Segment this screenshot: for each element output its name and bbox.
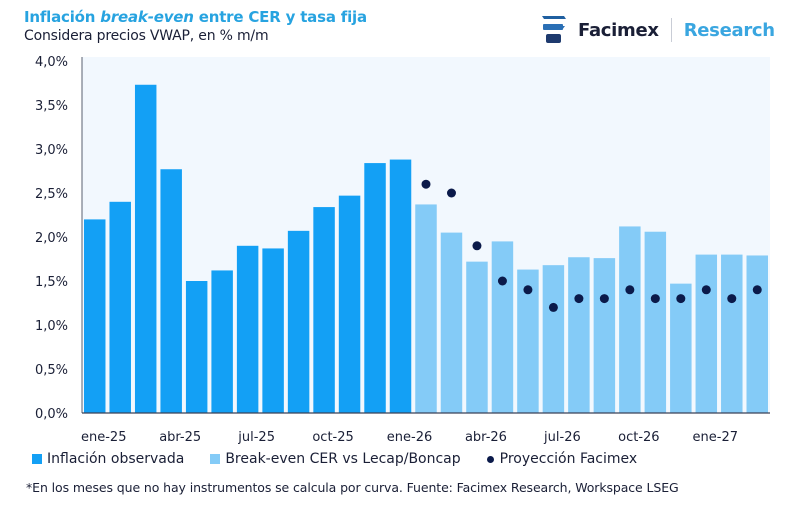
x-tick-label: ene-27 (693, 430, 738, 445)
y-tick-label: 3,0% (35, 143, 68, 158)
bar-observed (338, 195, 361, 413)
projection-dot (599, 294, 609, 304)
logo-brand: Facimex (578, 19, 659, 41)
legend-label-breakeven: Break-even CER vs Lecap/Boncap (225, 451, 461, 467)
projection-dot (752, 285, 762, 295)
bar-observed (160, 169, 182, 413)
bar-breakeven (670, 283, 692, 413)
y-tick-label: 0,0% (35, 407, 68, 422)
legend-item-observed: Inflación observada (32, 451, 184, 467)
bar-breakeven (517, 269, 539, 413)
x-tick-label: oct-26 (618, 430, 659, 445)
title-italic: break-even (100, 8, 194, 26)
projection-dot (701, 285, 711, 295)
projection-dot (625, 285, 635, 295)
legend-label-observed: Inflación observada (47, 451, 185, 467)
bar-observed (262, 248, 284, 413)
projection-dot (574, 294, 584, 304)
legend-marker-projection (486, 455, 494, 463)
title-prefix: Inflación (24, 8, 101, 26)
bar-observed (84, 219, 106, 413)
projection-dot (523, 285, 533, 295)
bar-observed (134, 84, 157, 413)
bar-breakeven (746, 255, 768, 413)
bar-observed (109, 201, 131, 413)
bar-observed (389, 159, 412, 413)
projection-dot (548, 302, 558, 312)
bar-breakeven (542, 265, 565, 413)
x-tick-label: abr-26 (465, 430, 507, 445)
legend-swatch-breakeven (210, 454, 221, 464)
projection-dot (650, 294, 660, 304)
y-tick-label: 2,5% (35, 187, 68, 202)
logo-divider (670, 18, 672, 42)
bar-observed (287, 230, 310, 413)
y-tick-label: 0,5% (35, 363, 68, 378)
legend: Inflación observada Break-even CER vs Le… (32, 451, 663, 467)
bar-breakeven (440, 232, 463, 413)
bars (84, 84, 768, 413)
bar-breakeven (415, 204, 437, 413)
bar-breakeven (491, 241, 514, 413)
projection-dots (421, 179, 762, 312)
bar-breakeven (721, 254, 743, 413)
y-tick-label: 4,0% (35, 55, 68, 70)
legend-label-projection: Proyección Facimex (499, 451, 638, 467)
bar-breakeven (568, 257, 590, 413)
bar-breakeven (644, 231, 667, 413)
projection-dot (421, 179, 431, 189)
y-tick-label: 1,0% (35, 319, 68, 334)
y-tick-label: 1,5% (35, 275, 68, 290)
bar-breakeven (695, 254, 718, 413)
x-tick-label: jul-26 (543, 430, 581, 445)
legend-item-projection: Proyección Facimex (486, 451, 638, 467)
chart-subtitle: Considera precios VWAP, en % m/m (24, 28, 269, 44)
facimex-logo-icon (542, 16, 566, 43)
x-axis-ticks: ene-25 abr-25 jul-25 oct-25 ene-26 abr-26 jul-… (81, 430, 738, 445)
bar-observed (313, 207, 335, 413)
projection-dot (472, 241, 482, 251)
x-tick-label: ene-25 (81, 430, 126, 445)
y-tick-label: 2,0% (35, 231, 68, 246)
projection-dot (446, 188, 456, 198)
bar-breakeven (466, 261, 488, 413)
chart-title: Inflación break-even entre CER y tasa fi… (24, 8, 367, 26)
bar-observed (185, 281, 208, 413)
logo-section: Research (683, 19, 775, 41)
projection-dot (497, 276, 507, 286)
bar-observed (236, 245, 259, 413)
x-tick-label: jul-25 (237, 430, 275, 445)
projection-dot (727, 294, 737, 304)
chart: 0,0% 0,5% 1,0% 1,5% 2,0% 2,5% 3,0% 3,5% 4,0% ene… (35, 55, 770, 445)
facimex-logo: Facimex Research (540, 10, 775, 50)
bar-observed (364, 163, 386, 413)
legend-item-breakeven: Break-even CER vs Lecap/Boncap (210, 451, 461, 467)
x-tick-label: abr-25 (159, 430, 201, 445)
legend-swatch-observed (32, 454, 42, 464)
bar-observed (211, 270, 233, 413)
bar-breakeven (619, 226, 641, 413)
bar-breakeven (593, 258, 616, 413)
title-suffix: entre CER y tasa fija (193, 8, 367, 26)
y-tick-label: 3,5% (35, 99, 68, 114)
projection-dot (676, 294, 686, 304)
footnote: *En los meses que no hay instrumentos se… (26, 480, 679, 495)
x-tick-label: ene-26 (387, 430, 432, 445)
x-tick-label: oct-25 (312, 430, 353, 445)
y-axis-ticks: 0,0% 0,5% 1,0% 1,5% 2,0% 2,5% 3,0% 3,5% 4,0% (35, 55, 68, 422)
